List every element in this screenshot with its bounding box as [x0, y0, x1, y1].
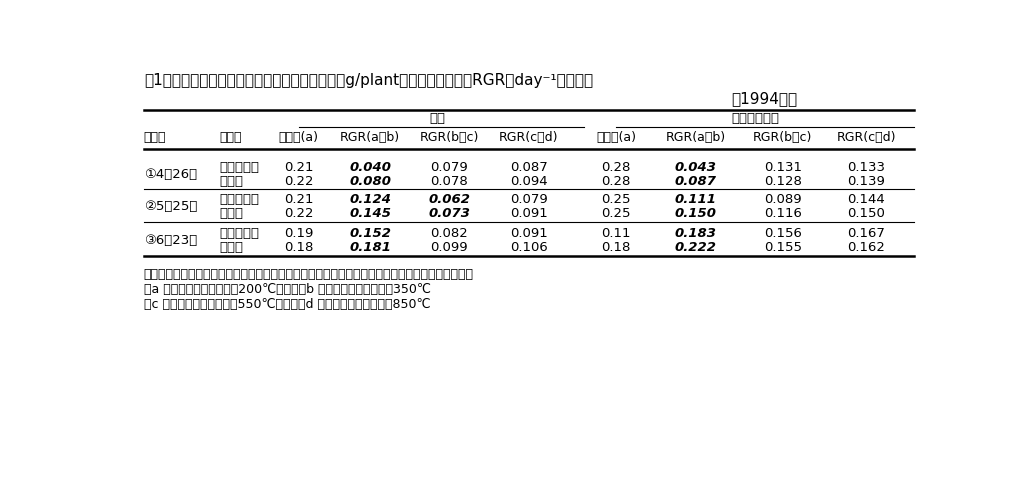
Text: 0.062: 0.062	[428, 193, 470, 206]
Text: 0.28: 0.28	[601, 175, 631, 188]
Text: 0.19: 0.19	[284, 226, 313, 240]
Text: ロータリ耕: ロータリ耕	[219, 226, 259, 240]
Text: 0.080: 0.080	[349, 175, 391, 188]
Text: 0.116: 0.116	[764, 207, 802, 220]
Text: 0.18: 0.18	[601, 241, 631, 254]
Text: RGR(b～c): RGR(b～c)	[753, 131, 812, 145]
Text: 0.181: 0.181	[349, 241, 391, 254]
Text: 不耕起: 不耕起	[219, 207, 244, 220]
Text: 耕起法間に危険確率５％以下の水準で有意差が認められたものについてはイタリックで表記した。: 耕起法間に危険確率５％以下の水準で有意差が認められたものについてはイタリックで表…	[143, 268, 474, 281]
Text: 播種日: 播種日	[143, 131, 166, 145]
Text: 0.222: 0.222	[675, 241, 717, 254]
Text: 0.21: 0.21	[284, 161, 313, 174]
Text: 0.22: 0.22	[284, 207, 313, 220]
Text: 0.150: 0.150	[847, 207, 885, 220]
Text: 0.043: 0.043	[675, 161, 717, 174]
Text: 乾物重(a): 乾物重(a)	[596, 131, 636, 145]
Text: 0.131: 0.131	[764, 161, 802, 174]
Text: ロータリ耕: ロータリ耕	[219, 161, 259, 174]
Text: ③6月23日: ③6月23日	[143, 234, 198, 247]
Text: RGR(b～c): RGR(b～c)	[420, 131, 479, 145]
Text: トウモロコシ: トウモロコシ	[731, 112, 779, 125]
Text: 0.167: 0.167	[847, 226, 885, 240]
Text: 不耕起: 不耕起	[219, 241, 244, 254]
Text: 0.22: 0.22	[284, 175, 313, 188]
Text: a 出芽後の積算温度が約200℃　　　　b 出芽後の積算温度が約350℃: a 出芽後の積算温度が約200℃ b 出芽後の積算温度が約350℃	[143, 283, 431, 297]
Text: 0.145: 0.145	[349, 207, 391, 220]
Text: 0.128: 0.128	[764, 175, 802, 188]
Text: 0.150: 0.150	[675, 207, 717, 220]
Text: 0.079: 0.079	[430, 161, 468, 174]
Text: 不耕起: 不耕起	[219, 175, 244, 188]
Text: 0.183: 0.183	[675, 226, 717, 240]
Text: 0.25: 0.25	[601, 207, 631, 220]
Text: 耕起法: 耕起法	[219, 131, 242, 145]
Text: RGR(c～d): RGR(c～d)	[499, 131, 558, 145]
Text: 0.040: 0.040	[349, 161, 391, 174]
Text: 0.155: 0.155	[764, 241, 802, 254]
Text: 0.25: 0.25	[601, 193, 631, 206]
Text: 乾物重(a): 乾物重(a)	[279, 131, 318, 145]
Text: 0.18: 0.18	[284, 241, 313, 254]
Text: 0.087: 0.087	[675, 175, 717, 188]
Text: 0.094: 0.094	[510, 175, 548, 188]
Text: 0.106: 0.106	[510, 241, 548, 254]
Text: 0.162: 0.162	[847, 241, 885, 254]
Text: 0.152: 0.152	[349, 226, 391, 240]
Text: 0.21: 0.21	[284, 193, 313, 206]
Text: RGR(a～b): RGR(a～b)	[340, 131, 400, 145]
Text: 0.156: 0.156	[764, 226, 802, 240]
Text: 0.111: 0.111	[675, 193, 717, 206]
Text: 0.073: 0.073	[428, 207, 470, 220]
Text: 0.144: 0.144	[847, 193, 885, 206]
Text: （1994年）: （1994年）	[731, 92, 798, 107]
Text: 0.087: 0.087	[510, 161, 548, 174]
Text: 0.082: 0.082	[430, 226, 468, 240]
Text: 0.28: 0.28	[601, 161, 631, 174]
Text: 0.124: 0.124	[349, 193, 391, 206]
Text: 0.089: 0.089	[764, 193, 802, 206]
Text: ①4月26日: ①4月26日	[143, 168, 197, 181]
Text: 0.091: 0.091	[510, 226, 548, 240]
Text: 0.11: 0.11	[601, 226, 631, 240]
Text: RGR(c～d): RGR(c～d)	[837, 131, 896, 145]
Text: 0.078: 0.078	[430, 175, 468, 188]
Text: 0.099: 0.099	[431, 241, 468, 254]
Text: RGR(a～b): RGR(a～b)	[666, 131, 725, 145]
Text: ロータリ耕: ロータリ耕	[219, 193, 259, 206]
Text: 大豆: 大豆	[429, 112, 445, 125]
Text: 表1　大豆、トウモロコシの生育初期の乾物重（g/plant）と相対生長率（RGR　day⁻¹）の推移: 表1 大豆、トウモロコシの生育初期の乾物重（g/plant）と相対生長率（RGR…	[143, 74, 593, 89]
Text: 0.079: 0.079	[510, 193, 548, 206]
Text: 0.139: 0.139	[847, 175, 885, 188]
Text: ②5月25日: ②5月25日	[143, 200, 198, 213]
Text: 0.091: 0.091	[510, 207, 548, 220]
Text: c 出芽後の積算温度が約550℃　　　　d 出芽後の積算温度が約850℃: c 出芽後の積算温度が約550℃ d 出芽後の積算温度が約850℃	[143, 299, 430, 311]
Text: 0.133: 0.133	[847, 161, 885, 174]
